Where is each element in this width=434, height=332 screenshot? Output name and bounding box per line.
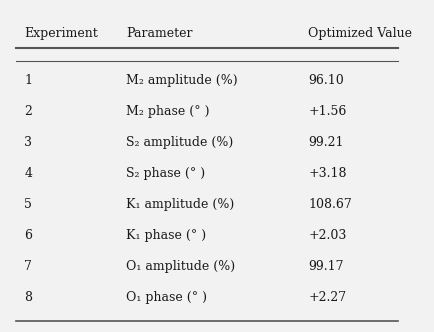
- Text: S₂ amplitude (%): S₂ amplitude (%): [126, 136, 233, 149]
- Text: 108.67: 108.67: [309, 198, 352, 211]
- Text: 6: 6: [24, 229, 33, 242]
- Text: M₂ amplitude (%): M₂ amplitude (%): [126, 74, 237, 87]
- Text: 8: 8: [24, 291, 33, 304]
- Text: M₂ phase (° ): M₂ phase (° ): [126, 105, 209, 118]
- Text: Parameter: Parameter: [126, 27, 192, 40]
- Text: S₂ phase (° ): S₂ phase (° ): [126, 167, 205, 180]
- Text: Experiment: Experiment: [24, 27, 98, 40]
- Text: O₁ amplitude (%): O₁ amplitude (%): [126, 260, 235, 273]
- Text: 3: 3: [24, 136, 33, 149]
- Text: +2.03: +2.03: [309, 229, 347, 242]
- Text: K₁ amplitude (%): K₁ amplitude (%): [126, 198, 234, 211]
- Text: K₁ phase (° ): K₁ phase (° ): [126, 229, 206, 242]
- Text: 7: 7: [24, 260, 32, 273]
- Text: +2.27: +2.27: [309, 291, 347, 304]
- Text: 1: 1: [24, 74, 33, 87]
- Text: 4: 4: [24, 167, 33, 180]
- Text: +1.56: +1.56: [309, 105, 347, 118]
- Text: 5: 5: [24, 198, 32, 211]
- Text: 96.10: 96.10: [309, 74, 344, 87]
- Text: O₁ phase (° ): O₁ phase (° ): [126, 291, 207, 304]
- Text: 2: 2: [24, 105, 32, 118]
- Text: +3.18: +3.18: [309, 167, 347, 180]
- Text: 99.17: 99.17: [309, 260, 344, 273]
- Text: Optimized Value: Optimized Value: [309, 27, 412, 40]
- Text: 99.21: 99.21: [309, 136, 344, 149]
